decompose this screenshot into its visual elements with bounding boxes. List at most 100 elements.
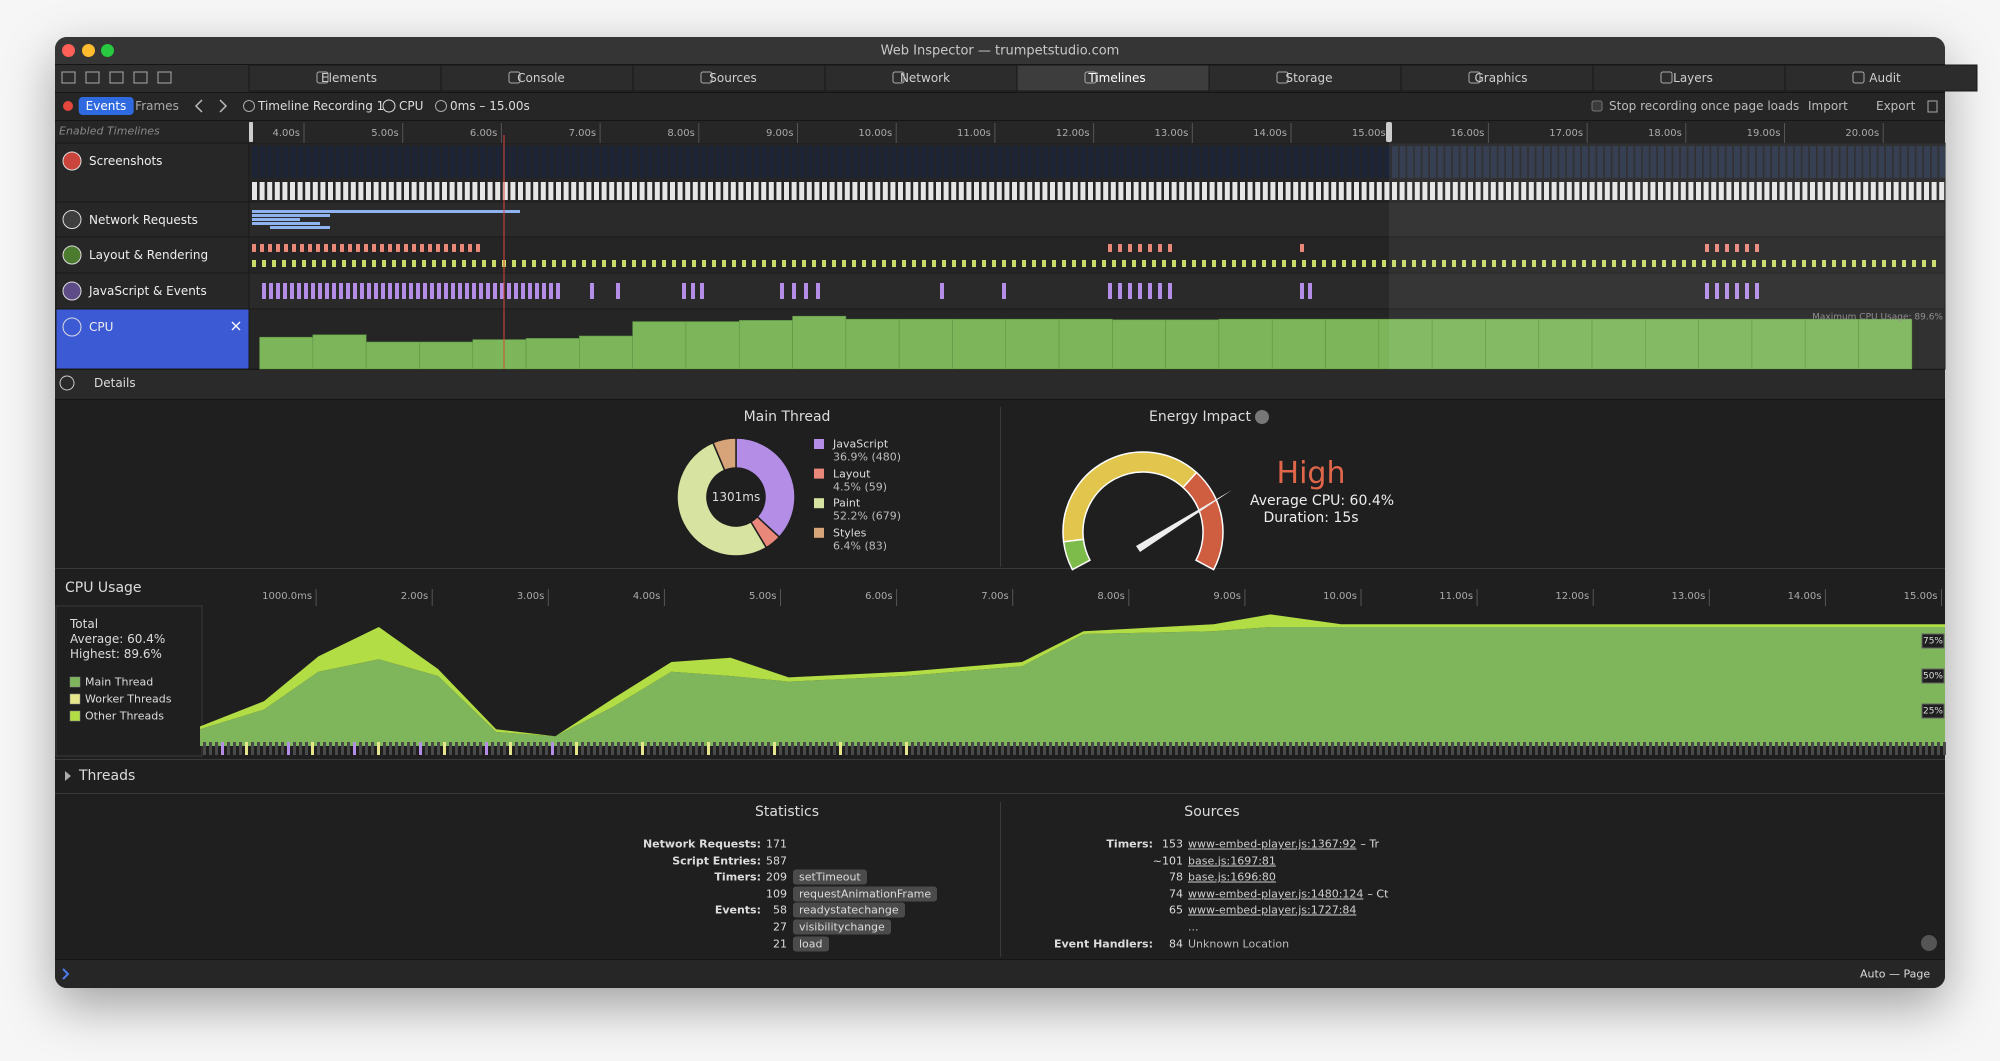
paint-mark [1752,260,1756,267]
tab-label[interactable]: Network [899,71,951,85]
paint-mark [452,260,456,267]
close-button[interactable] [62,44,75,57]
ruler-label: 15.00s [1352,128,1386,139]
tab[interactable] [1592,64,1786,92]
screenshot-thumb [981,182,987,200]
ruler-label: 13.00s [1154,128,1188,139]
source-link[interactable]: www-embed-player.js:1727:84 [1188,903,1357,917]
paint-mark [1112,260,1116,267]
events-toggle[interactable]: Events [78,97,134,115]
stop-recording-option[interactable]: Stop recording once page loads [1609,99,1800,113]
screenshot-thumb [586,182,592,200]
timeline-row-label[interactable]: Network Requests [89,212,198,227]
tab[interactable] [1208,64,1402,92]
script-mark [388,283,392,299]
paint-mark [1312,260,1316,267]
screenshot-thumb [692,146,699,178]
timeline-row-label[interactable]: Screenshots [89,154,163,168]
thread-activity [509,742,512,755]
tab-label[interactable]: Layers [1673,71,1713,85]
range-crumb[interactable]: 0ms – 15.00s [450,99,530,113]
screenshot-thumb [586,146,593,178]
source-link[interactable]: base.js:1697:81 [1188,854,1276,868]
tab-label[interactable]: Elements [321,71,377,85]
threads-title[interactable]: Threads [79,768,136,784]
tab[interactable] [440,64,634,92]
paint-mark [262,260,266,267]
tab-label[interactable]: Audit [1869,71,1901,85]
script-mark [590,283,594,299]
layout-mark [388,244,392,252]
minimize-button[interactable] [82,44,95,57]
tab[interactable] [1400,64,1594,92]
recording-crumb[interactable]: Timeline Recording 1 [258,99,385,113]
stat-tag[interactable]: setTimeout [793,869,867,885]
source-link[interactable]: www-embed-player.js:1480:124 [1188,887,1364,901]
thread-activity [1883,742,1886,755]
tab-label[interactable]: Timelines [1088,71,1146,85]
tab-label[interactable]: Sources [709,71,757,85]
tab-label[interactable]: Storage [1285,71,1333,85]
timeline-row-label[interactable]: CPU [89,320,114,334]
stat-tag[interactable]: visibilitychange [793,919,891,935]
screenshot-thumb [1642,182,1648,200]
layout-mark [1745,244,1749,252]
trash-icon [1927,100,1938,113]
paint-mark [1622,260,1626,267]
paint-mark [1742,260,1746,267]
tab[interactable] [1784,64,1978,92]
screenshot-thumb [1148,146,1155,178]
tab-label[interactable]: Graphics [1474,71,1528,85]
cpu-crumb[interactable]: CPU [399,99,424,113]
import-button[interactable]: Import [1808,99,1848,113]
zoom-button[interactable] [101,44,114,57]
thread-activity [1769,742,1772,755]
script-mark [1300,283,1304,299]
screenshot-thumb [768,146,775,178]
screenshot-thumb [252,146,258,178]
back-arrow [194,99,203,113]
screenshot-thumb [647,182,653,200]
screenshot-thumb [1886,146,1892,178]
screenshot-thumb [951,182,957,200]
thread-activity [227,742,230,755]
paint-mark [1252,260,1256,267]
stat-count: 21 [773,937,787,951]
screenshot-thumb [1597,182,1603,200]
console-mode[interactable]: Auto — Page [1860,967,1931,981]
tab-label[interactable]: Console [517,71,565,85]
screenshot-thumb [1422,182,1428,200]
thread-activity [539,742,542,755]
screenshot-thumb [1650,182,1656,200]
timeline-row-label[interactable]: JavaScript & Events [89,284,207,298]
ruler-label: 6.00s [470,128,497,139]
thread-activity [1571,742,1574,755]
screenshot-thumb [1779,182,1785,200]
screenshot-thumb [563,146,570,178]
paint-mark [1042,260,1046,267]
screenshot-thumb [1726,146,1733,178]
screenshot-thumb [1262,146,1269,178]
paint-mark [942,260,946,267]
stat-count: 209 [766,870,787,884]
screenshot-thumb [1908,146,1915,178]
source-link[interactable]: base.js:1696:80 [1188,870,1276,884]
script-mark [472,283,476,299]
stat-tag[interactable]: load [793,936,829,952]
thread-activity [875,742,878,755]
frames-toggle[interactable]: Frames [135,99,179,113]
script-mark [318,283,322,299]
screenshot-thumb [1407,146,1414,178]
screenshot-thumb [358,182,364,200]
details-title: Details [94,376,136,390]
layout-mark [316,244,320,252]
source-link[interactable]: www-embed-player.js:1367:92 [1188,837,1357,851]
timeline-row-label[interactable]: Layout & Rendering [89,248,209,262]
export-button[interactable]: Export [1876,99,1916,113]
thread-activity [1727,742,1730,755]
stat-tag[interactable]: readystatechange [793,902,905,918]
screenshot-thumb [594,182,599,200]
stat-tag[interactable]: requestAnimationFrame [793,886,938,902]
thread-activity [347,742,350,755]
screenshot-thumb [1620,182,1625,200]
